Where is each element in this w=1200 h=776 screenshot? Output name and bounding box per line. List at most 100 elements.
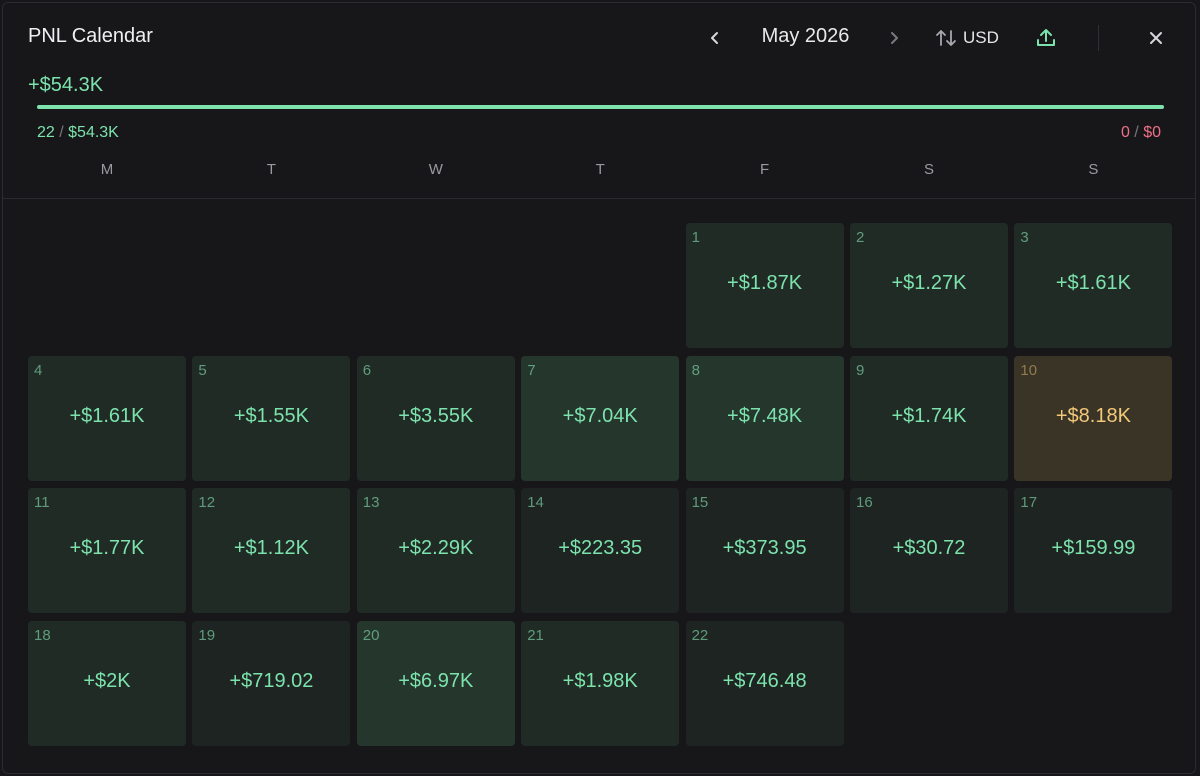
- header-divider: [1098, 25, 1099, 51]
- day-cell[interactable]: 18 +$2K: [28, 620, 186, 746]
- next-month-button[interactable]: [880, 23, 908, 53]
- day-cell[interactable]: 8 +$7.48K: [685, 355, 844, 481]
- weekday-label: S: [923, 161, 934, 178]
- day-cell[interactable]: 6 +$3.55K: [356, 355, 515, 481]
- day-pnl-value: +$1.27K: [891, 272, 967, 294]
- day-pnl-value: +$1.61K: [69, 404, 145, 427]
- day-pnl-value: +$746.48: [722, 669, 807, 692]
- loss-count: 0: [1120, 124, 1130, 141]
- day-cell[interactable]: 12 +$1.12K: [192, 488, 351, 614]
- day-pnl-value: +$1.77K: [69, 537, 145, 560]
- panel-title: PNL Calendar: [28, 25, 153, 47]
- day-number: 8: [691, 361, 700, 379]
- day-number: 5: [198, 361, 207, 379]
- day-cell[interactable]: 5 +$1.55K: [192, 355, 351, 481]
- day-cell[interactable]: 7 +$7.04K: [521, 355, 680, 481]
- day-pnl-value: +$1.55K: [233, 404, 309, 427]
- day-pnl-value: +$1.98K: [562, 669, 638, 692]
- day-number: 20: [362, 626, 380, 644]
- win-amount: $54.3K: [68, 124, 119, 141]
- weekday-label: F: [760, 161, 770, 178]
- day-cell[interactable]: 14 +$223.35: [521, 488, 680, 614]
- day-number: 4: [34, 361, 43, 379]
- day-cell[interactable]: 22 +$746.48: [685, 620, 844, 746]
- day-number: 19: [198, 626, 216, 644]
- day-number: 21: [527, 626, 544, 644]
- weekday-label: T: [595, 161, 605, 178]
- win-loss-bar: [37, 105, 1164, 109]
- day-number: 11: [34, 494, 50, 512]
- day-number: 10: [1020, 361, 1038, 379]
- header-separator: [3, 198, 1195, 199]
- sort-arrows-icon: [936, 30, 956, 46]
- day-cell[interactable]: 11 +$1.77K: [28, 488, 186, 614]
- upload-icon: [1037, 29, 1055, 46]
- day-number: 1: [691, 229, 700, 246]
- day-pnl-value: +$159.99: [1051, 537, 1136, 560]
- day-cell[interactable]: 1 +$1.87K: [685, 223, 844, 348]
- day-pnl-value: +$1.74K: [891, 404, 967, 427]
- header: PNL Calendar May 2026 USD: [3, 3, 1195, 75]
- day-number: 14: [527, 494, 544, 512]
- day-pnl-value: +$3.55K: [398, 404, 474, 427]
- loss-amount: $0: [1143, 124, 1161, 141]
- day-cell[interactable]: 4 +$1.61K: [28, 355, 186, 481]
- prev-month-button[interactable]: [701, 23, 729, 53]
- weekday-label: S: [1088, 161, 1099, 178]
- day-pnl-value: +$1.12K: [233, 537, 309, 560]
- day-number: 2: [856, 229, 865, 246]
- day-cell[interactable]: 17 +$159.99: [1014, 488, 1173, 614]
- currency-toggle[interactable]: USD: [935, 23, 999, 53]
- day-pnl-value: +$2.29K: [398, 537, 474, 560]
- day-pnl-value: +$1.87K: [727, 272, 803, 294]
- day-number: 7: [527, 361, 536, 379]
- close-button[interactable]: [1141, 23, 1171, 53]
- currency-label: USD: [963, 28, 999, 47]
- win-count: 22: [37, 124, 55, 141]
- day-pnl-value: +$373.95: [722, 537, 807, 560]
- day-pnl-value: +$2K: [83, 669, 131, 692]
- win-bar-fill: [37, 105, 1164, 109]
- day-number: 3: [1020, 229, 1029, 246]
- day-pnl-value: +$8.18K: [1055, 404, 1131, 427]
- day-cell[interactable]: 15 +$373.95: [685, 488, 844, 614]
- win-stat: 22 / $54.3K: [37, 124, 119, 141]
- loss-stat: 0 / $0: [1120, 124, 1161, 141]
- day-pnl-value: +$719.02: [229, 669, 314, 692]
- day-cell[interactable]: 21 +$1.98K: [521, 620, 680, 746]
- day-cell[interactable]: 2 +$1.27K: [850, 223, 1008, 348]
- day-number: 9: [856, 361, 865, 379]
- day-pnl-value: +$7.48K: [727, 404, 803, 427]
- day-number: 6: [362, 361, 372, 379]
- total-pnl: +$54.3K: [28, 74, 104, 96]
- day-cell[interactable]: 9 +$1.74K: [850, 355, 1008, 481]
- day-pnl-value: +$1.61K: [1055, 272, 1131, 294]
- day-pnl-value: +$30.72: [892, 537, 966, 560]
- day-cell[interactable]: 16 +$30.72: [850, 488, 1008, 614]
- current-month: May 2026: [761, 25, 850, 47]
- export-button[interactable]: [1031, 23, 1061, 53]
- day-pnl-value: +$7.04K: [562, 404, 638, 427]
- chevron-right-icon: [891, 32, 898, 44]
- day-cell[interactable]: 20 +$6.97K: [356, 620, 515, 746]
- day-number: 16: [856, 494, 873, 512]
- day-number: 18: [34, 626, 51, 644]
- day-cell[interactable]: 10 +$8.18K: [1014, 355, 1173, 481]
- day-pnl-value: +$223.35: [558, 537, 643, 560]
- day-cell[interactable]: 3 +$1.61K: [1014, 223, 1173, 348]
- weekday-label: M: [100, 161, 114, 178]
- day-number: 22: [691, 626, 709, 644]
- chevron-left-icon: [711, 32, 718, 44]
- day-pnl-value: +$6.97K: [398, 669, 474, 692]
- day-cell[interactable]: 13 +$2.29K: [356, 488, 515, 614]
- weekday-label: T: [266, 161, 276, 178]
- weekday-label: W: [428, 161, 443, 178]
- day-number: 17: [1020, 494, 1038, 512]
- close-icon: [1150, 32, 1162, 44]
- day-number: 15: [691, 494, 709, 512]
- day-cell[interactable]: 19 +$719.02: [192, 620, 351, 746]
- day-number: 13: [362, 494, 380, 512]
- day-number: 12: [198, 494, 216, 512]
